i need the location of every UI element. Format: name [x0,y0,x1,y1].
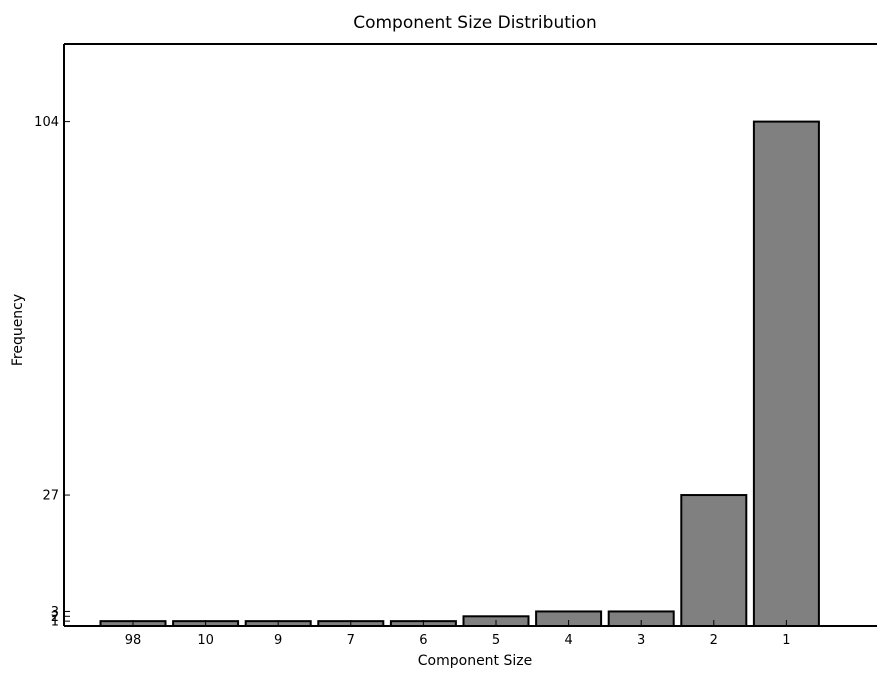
x-tick-label: 1 [782,633,790,648]
bars-group [99,120,820,628]
axes-frame [63,43,877,627]
x-tick-label: 98 [125,633,142,648]
chart-title: Component Size Distribution [353,13,597,33]
y-tick-label: 27 [42,489,59,504]
x-axis-label: Component Size [418,653,532,669]
y-tick-label: 104 [34,115,59,130]
x-tick-label: 10 [197,633,214,648]
x-tick-label: 7 [347,633,355,648]
y-axis-label: Frequency [10,294,26,366]
x-tick-label: 2 [710,633,718,648]
x-tick-label: 5 [492,633,500,648]
x-tick-label: 3 [637,633,645,648]
y-tick-label: 3 [51,605,59,620]
x-tick-label: 6 [419,633,427,648]
x-tick-label: 9 [274,633,282,648]
bar-2 [680,494,748,627]
x-tick-label: 4 [564,633,572,648]
y-tick-label: 2 [51,610,59,625]
bar-1 [752,120,820,627]
y-tick-label: 1 [51,615,59,630]
